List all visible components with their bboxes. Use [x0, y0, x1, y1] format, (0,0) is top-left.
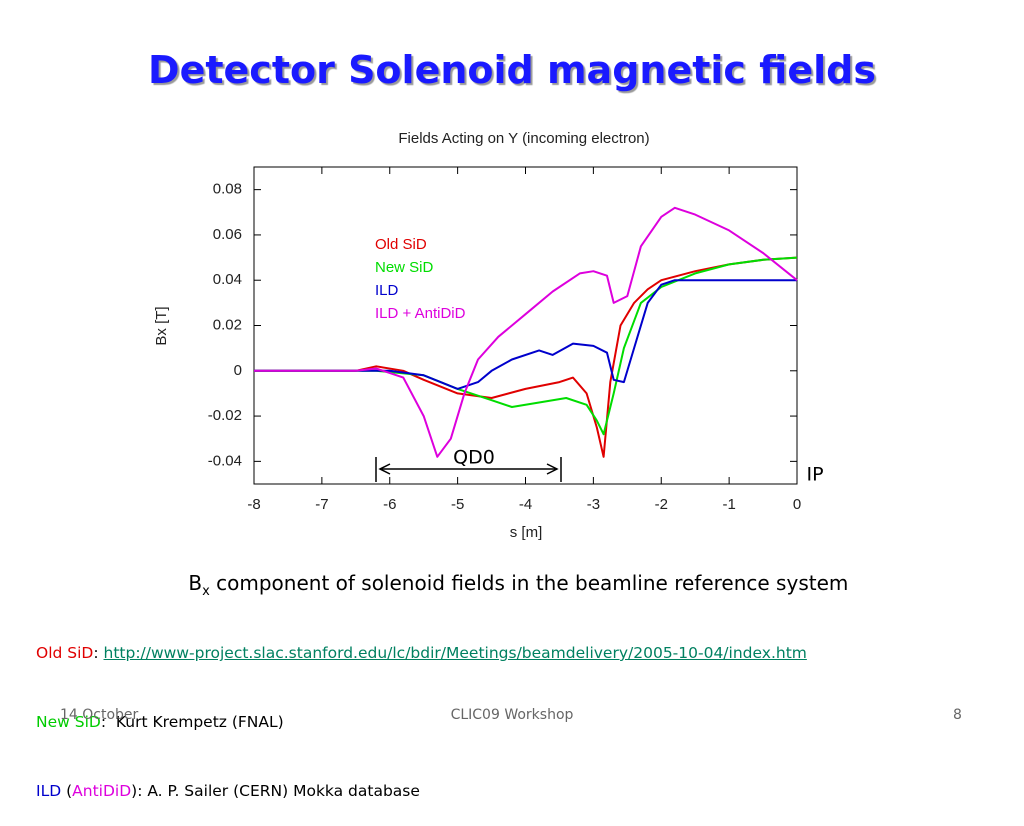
ref-link[interactable]: http://www-project.slac.stanford.edu/lc/… [103, 644, 807, 662]
y-tick-label: 0.04 [213, 271, 242, 288]
x-tick-label: -4 [519, 496, 532, 513]
legend-entry: New SiD [375, 259, 434, 276]
annotation: QD0 [453, 447, 495, 469]
x-axis-label: s [m] [510, 524, 543, 541]
ref-label: ILD [36, 782, 62, 800]
y-tick-label: 0.08 [213, 181, 242, 198]
qd0-arrow [375, 457, 562, 482]
y-axis-label: Bx [T] [153, 306, 170, 345]
x-tick-label: -3 [587, 496, 600, 513]
x-tick-label: -8 [247, 496, 260, 513]
legend-entry: ILD [375, 282, 399, 299]
x-tick-label: -5 [451, 496, 464, 513]
footer-page: 8 [953, 707, 962, 723]
chart: Fields Acting on Y (incoming electron) s… [153, 130, 824, 541]
series-line [254, 256, 798, 458]
slide: Detector Solenoid magnetic fields Fields… [0, 48, 1024, 800]
ref-text: : [93, 644, 104, 662]
ref-label: Old SiD [36, 644, 94, 662]
x-tick-label: -6 [383, 496, 396, 513]
slide-title: Detector Solenoid magnetic fields [148, 48, 876, 92]
series-line [254, 256, 798, 436]
annotation: IP [806, 464, 823, 486]
ref-text: ): A. P. Sailer (CERN) Mokka database [131, 782, 420, 800]
series-line [254, 279, 797, 390]
ref-text: : Kurt Krempetz (FNAL) [100, 713, 284, 731]
x-tick-label: -7 [315, 496, 328, 513]
chart-title: Fields Acting on Y (incoming electron) [398, 130, 649, 147]
footer-date: 14 October [60, 707, 139, 723]
y-tick-label: 0 [234, 362, 242, 379]
ref-line: Old SiD: http://www-project.slac.stanfor… [36, 642, 807, 665]
caption-sub: x [202, 584, 210, 599]
ref-line: New SiD: Kurt Krempetz (FNAL) [36, 711, 807, 734]
x-tick-label: -1 [722, 496, 735, 513]
caption: Bx component of solenoid fields in the b… [0, 547, 1024, 599]
plot-frame [253, 166, 798, 485]
ref-text: ( [61, 782, 73, 800]
legend-entry: Old SiD [375, 236, 427, 253]
legend-entry: ILD + AntiDiD [375, 305, 466, 322]
series-line [254, 206, 798, 458]
y-tick-label: -0.04 [208, 452, 242, 469]
x-tick-label: 0 [793, 496, 801, 513]
x-tick-label: -2 [655, 496, 668, 513]
caption-text: component of solenoid fields in the beam… [209, 571, 849, 595]
y-tick-label: 0.02 [213, 316, 242, 333]
y-tick-label: 0.06 [213, 226, 242, 243]
footer-event: CLIC09 Workshop [450, 707, 574, 723]
ref-line: ILD (AntiDiD): A. P. Sailer (CERN) Mokka… [36, 780, 807, 803]
caption-base: B [188, 571, 203, 595]
ref-label: New SiD [36, 713, 101, 731]
y-tick-label: -0.02 [208, 407, 242, 424]
ref-label: AntiDiD [72, 782, 132, 800]
